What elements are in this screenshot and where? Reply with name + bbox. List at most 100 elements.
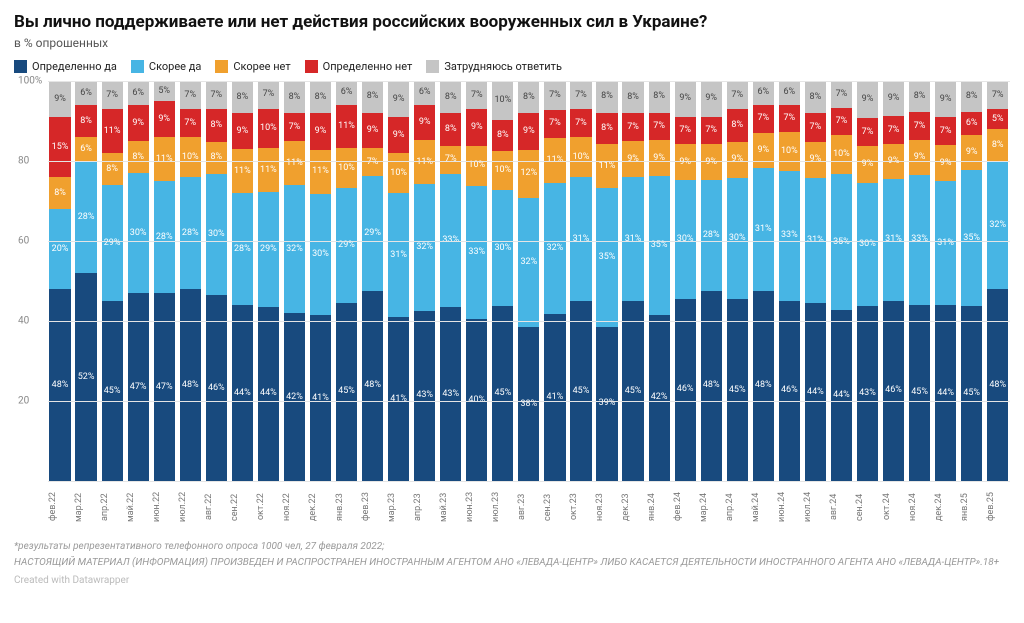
bar-segment-label: 35% (833, 238, 850, 247)
bar-segment-label: 7% (263, 90, 275, 99)
bar-segment: 38% (518, 327, 539, 481)
bar-segment-label: 7% (810, 123, 822, 132)
bar-segment-label: 33% (781, 231, 798, 240)
legend-item: Скорее нет (215, 60, 290, 73)
bar-segment: 30% (857, 183, 878, 305)
x-tick-label: авг.22 (204, 486, 228, 528)
bar-segment-label: 47% (130, 383, 147, 392)
bar-segment: 8% (102, 153, 123, 185)
bar-column: 48%32%8%5%7% (986, 81, 1010, 481)
bar-segment: 7% (831, 81, 852, 108)
bar-segment: 8% (805, 81, 826, 113)
bar-segment: 7% (727, 81, 748, 109)
bar-segment-label: 45% (573, 387, 590, 396)
bar-segment: 45% (336, 303, 357, 481)
bar-segment: 31% (883, 179, 904, 301)
bar-stack: 40%33%10%9%7% (466, 81, 487, 481)
bar-segment: 12% (518, 150, 539, 198)
bar-segment: 31% (622, 177, 643, 301)
bar-stack: 48%29%7%9%8% (362, 81, 383, 481)
bar-column: 48%29%7%9%8% (361, 81, 385, 481)
bar-segment-label: 48% (755, 381, 772, 390)
bar-stack: 44%28%11%9%8% (232, 81, 253, 481)
bar-segment: 46% (675, 299, 696, 481)
bar-segment: 46% (779, 301, 800, 481)
bar-segment-label: 10% (260, 124, 277, 133)
bar-stack: 42%35%9%7%8% (649, 81, 670, 481)
bar-segment: 7% (206, 81, 227, 109)
bar-segment-label: 7% (888, 126, 900, 135)
bar-segment-label: 8% (497, 131, 509, 140)
bar-segment-label: 10% (781, 147, 798, 156)
bar-segment-label: 9% (966, 148, 978, 157)
bar-stack: 42%32%11%7%8% (284, 81, 305, 481)
bar-segment-label: 7% (289, 123, 301, 132)
bar-segment-label: 32% (521, 258, 538, 267)
bar-segment: 35% (831, 174, 852, 310)
bar-segment-label: 8% (731, 121, 743, 130)
bar-segment: 35% (649, 176, 670, 315)
bar-segment: 9% (701, 144, 722, 180)
bar-segment: 7% (779, 105, 800, 132)
bar-segment-label: 11% (156, 155, 173, 164)
bar-segment: 48% (180, 289, 201, 481)
bar-segment-label: 7% (653, 122, 665, 131)
bar-segment: 30% (206, 174, 227, 295)
bar-segment: 9% (649, 140, 670, 176)
legend-swatch (14, 60, 27, 73)
bar-column: 46%30%9%7%9% (673, 81, 697, 481)
bar-segment-label: 35% (651, 241, 668, 250)
chart-area: 48%20%8%15%9%52%28%6%8%6%45%29%8%11%7%47… (14, 81, 1010, 528)
bar-segment-label: 10% (833, 150, 850, 159)
bar-segment-label: 43% (442, 390, 459, 399)
bar-segment-label: 31% (885, 235, 902, 244)
bar-segment: 10% (466, 146, 487, 186)
bar-segment: 8% (727, 109, 748, 141)
bar-segment: 7% (831, 108, 852, 135)
bar-segment-label: 35% (599, 253, 616, 262)
bar-column: 42%32%11%7%8% (282, 81, 306, 481)
legend-item: Затрудняюсь ответить (426, 60, 562, 73)
bar-segment-label: 9% (237, 127, 249, 136)
bar-segment: 6% (414, 81, 435, 105)
bar-segment: 32% (518, 198, 539, 327)
bar-segment-label: 30% (130, 229, 147, 238)
bar-segment: 7% (805, 113, 826, 141)
bar-stack: 46%30%8%8%7% (206, 81, 227, 481)
bar-segment: 11% (596, 144, 617, 188)
bar-segment-label: 8% (445, 125, 457, 134)
legend-item: Скорее да (131, 60, 201, 73)
bar-segment-label: 41% (390, 395, 407, 404)
bar-segment: 45% (570, 301, 591, 481)
bar-segment-label: 9% (757, 146, 769, 155)
bar-segment: 11% (232, 149, 253, 193)
bar-segment: 6% (75, 81, 96, 105)
bar-stack: 45%29%10%11%6% (336, 81, 357, 481)
bar-segment-label: 7% (575, 119, 587, 128)
bar-column: 45%30%9%8%7% (725, 81, 749, 481)
bar-segment: 7% (544, 81, 565, 110)
legend-item: Определенно да (14, 60, 117, 73)
bar-segment: 32% (544, 183, 565, 314)
bar-segment: 7% (284, 113, 305, 141)
bar-segment-label: 28% (703, 231, 720, 240)
bar-segment: 20% (49, 209, 70, 289)
bar-segment: 8% (232, 81, 253, 113)
bar-segment-label: 8% (80, 117, 92, 126)
footnote-1: *результаты репрезентативного телефонног… (14, 540, 1010, 554)
bar-segment-label: 7% (184, 119, 196, 128)
bar-segment-label: 48% (52, 381, 69, 390)
x-tick-label: мар.22 (74, 486, 98, 528)
legend-label: Скорее да (149, 60, 201, 73)
bar-segment: 9% (128, 105, 149, 141)
bar-column: 44%31%9%7%9% (934, 81, 958, 481)
bar-segment-label: 44% (234, 389, 251, 398)
bar-segment-label: 9% (393, 95, 405, 104)
bar-segment: 6% (128, 81, 149, 105)
bar-stack: 48%28%9%7%9% (701, 81, 722, 481)
bar-segment-label: 7% (705, 126, 717, 135)
x-tick-label: апр.24 (725, 486, 749, 528)
bar-segment-label: 48% (703, 381, 720, 390)
y-tick-label: 80 (18, 156, 29, 167)
bar-segment-label: 45% (494, 389, 511, 398)
